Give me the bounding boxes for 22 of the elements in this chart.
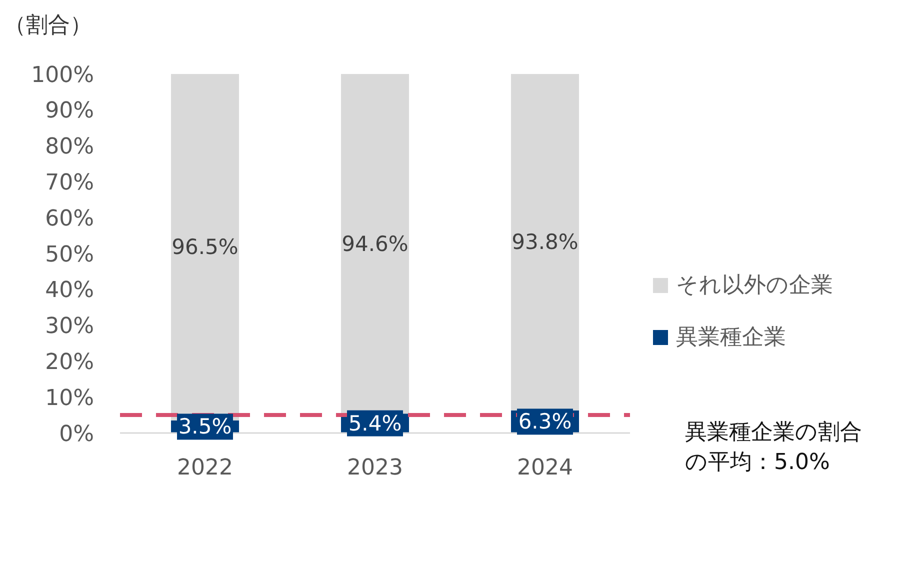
y-tick-label: 60% bbox=[45, 206, 94, 232]
x-tick-label: 2024 bbox=[517, 456, 573, 481]
legend-label: 異業種企業 bbox=[676, 324, 786, 352]
y-tick-label: 0% bbox=[59, 422, 94, 447]
data-label: 96.5% bbox=[172, 235, 238, 260]
data-label: 6.3% bbox=[518, 410, 572, 434]
ref-line-label: 異業種企業の割合の平均：5.0% bbox=[685, 419, 863, 477]
y-tick-label: 30% bbox=[45, 314, 94, 340]
y-tick-label: 40% bbox=[45, 278, 94, 304]
data-label: 94.6% bbox=[342, 232, 408, 256]
y-tick-label: 90% bbox=[45, 98, 94, 124]
y-tick-label: 100% bbox=[31, 62, 94, 88]
x-tick-label: 2023 bbox=[347, 456, 403, 481]
y-axis-title: （割合） bbox=[4, 12, 92, 40]
y-tick-label: 80% bbox=[45, 134, 94, 160]
y-tick-label: 20% bbox=[45, 350, 94, 376]
data-label: 93.8% bbox=[512, 230, 578, 254]
y-tick-label: 10% bbox=[45, 386, 94, 411]
y-tick-label: 50% bbox=[45, 242, 94, 268]
x-tick-label: 2022 bbox=[177, 456, 233, 481]
legend-label: それ以外の企業 bbox=[676, 272, 833, 300]
y-tick-label: 70% bbox=[45, 170, 94, 196]
